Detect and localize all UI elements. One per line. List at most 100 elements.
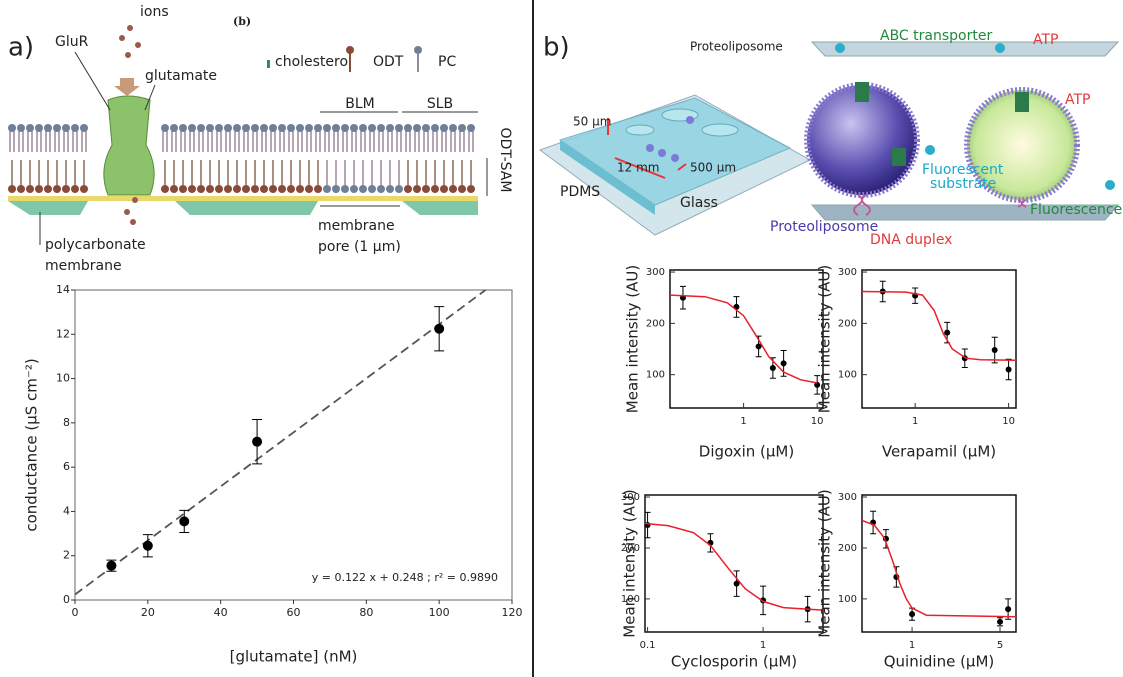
label: BLM — [345, 96, 374, 112]
y-tick-label: 12 — [56, 327, 70, 340]
lipid-head — [242, 185, 250, 193]
lipid-head — [62, 124, 70, 132]
device-diagram: Proteoliposome 50 µm 12 mm 500 µm PDMS G… — [540, 28, 1122, 248]
lipid-head — [35, 124, 43, 132]
label: Proteoliposome — [770, 219, 878, 235]
x-tick-label: 1 — [740, 416, 746, 427]
lipid-head — [377, 185, 385, 193]
label: (b) — [233, 15, 251, 28]
data-point — [992, 347, 998, 353]
well — [702, 124, 738, 136]
lipid-head — [422, 124, 430, 132]
ion — [127, 25, 133, 31]
y-tick-label: 10 — [56, 372, 70, 385]
lipid-head — [224, 185, 232, 193]
y-tick-label: 0 — [63, 593, 70, 606]
lipid-head — [440, 185, 448, 193]
lipid-head — [350, 185, 358, 193]
y-tick-label: 200 — [838, 318, 857, 329]
fit-curve — [670, 295, 817, 383]
lipid-head — [260, 185, 268, 193]
lipid-head — [53, 185, 61, 193]
x-tick-label: 80 — [359, 606, 373, 619]
lipid-head — [170, 185, 178, 193]
lipid-head — [422, 185, 430, 193]
lipid-head — [314, 185, 322, 193]
lipid-head — [458, 124, 466, 132]
y-axis-label: Mean intensity (AU) — [624, 265, 642, 413]
data-point — [781, 360, 787, 366]
panel-label: b) — [543, 33, 570, 63]
ion — [125, 52, 131, 58]
lipid-head — [53, 124, 61, 132]
y-axis-label: Mean intensity (AU) — [621, 489, 639, 637]
label: ODT — [373, 54, 404, 70]
lipid-head — [404, 185, 412, 193]
lipid-head — [350, 124, 358, 132]
icon — [346, 46, 354, 54]
lipid-head — [332, 185, 340, 193]
y-axis-label: Mean intensity (AU) — [816, 265, 834, 413]
lipid-head — [71, 185, 79, 193]
lipid-head — [296, 124, 304, 132]
lipid-head — [251, 185, 259, 193]
x-tick-label: 10 — [811, 416, 824, 427]
lipid-head — [278, 185, 286, 193]
y-axis-label: Mean intensity (AU) — [816, 489, 834, 637]
fit-line — [75, 270, 512, 594]
lipid-head — [179, 185, 187, 193]
label: ions — [140, 4, 169, 20]
y-tick-label: 100 — [838, 370, 857, 381]
x-tick-label: 10 — [1002, 416, 1015, 427]
transporter — [1015, 92, 1029, 112]
substrate — [835, 43, 845, 53]
page: { "panel_labels": ["a)", "b)"], "diagram… — [0, 0, 1123, 677]
lipid-head — [251, 124, 259, 132]
lipid-head — [305, 124, 313, 132]
lipid-head — [62, 185, 70, 193]
fit-curve — [862, 521, 1016, 617]
icon — [414, 46, 422, 54]
lipid-head — [8, 185, 16, 193]
lipid-head — [449, 124, 457, 132]
polycarbonate — [8, 201, 478, 215]
lipid-head — [269, 185, 277, 193]
vesicle — [646, 144, 654, 152]
ion — [132, 197, 138, 203]
lipid-head — [215, 124, 223, 132]
lipid-head — [278, 124, 286, 132]
lipid-head — [368, 124, 376, 132]
lipid-head — [323, 124, 331, 132]
lipid-head — [8, 124, 16, 132]
label: 50 µm — [573, 115, 611, 129]
x-tick-label: 40 — [214, 606, 228, 619]
transporter — [855, 82, 869, 102]
lipid-head — [215, 185, 223, 193]
lipid-head — [80, 185, 88, 193]
lipid-head — [161, 185, 169, 193]
plot-frame — [670, 270, 823, 408]
label: 12 mm — [617, 161, 659, 175]
data-point — [1006, 367, 1012, 373]
fit-curve — [645, 524, 823, 611]
lipid-head — [44, 124, 52, 132]
label: ATP — [1065, 92, 1090, 108]
label: ATP — [1033, 32, 1058, 48]
gold-layer — [8, 196, 478, 201]
x-axis-label: Verapamil (µM) — [882, 443, 996, 461]
annotation: y = 0.122 x + 0.248 ; r² = 0.9890 — [312, 571, 498, 584]
data-point — [143, 541, 153, 551]
panel-label: a) — [8, 33, 34, 63]
x-tick-label: 20 — [141, 606, 155, 619]
lipid-head — [467, 124, 475, 132]
lipid-head — [206, 124, 214, 132]
ion — [135, 42, 141, 48]
data-point — [106, 561, 116, 571]
data-point — [770, 365, 776, 371]
lipid-head — [431, 124, 439, 132]
lipid-head — [440, 124, 448, 132]
plot-frame — [645, 495, 823, 632]
y-axis-label: conductance (µS cm⁻²) — [23, 358, 41, 531]
lipid-head — [269, 124, 277, 132]
label: GluR — [55, 34, 89, 50]
